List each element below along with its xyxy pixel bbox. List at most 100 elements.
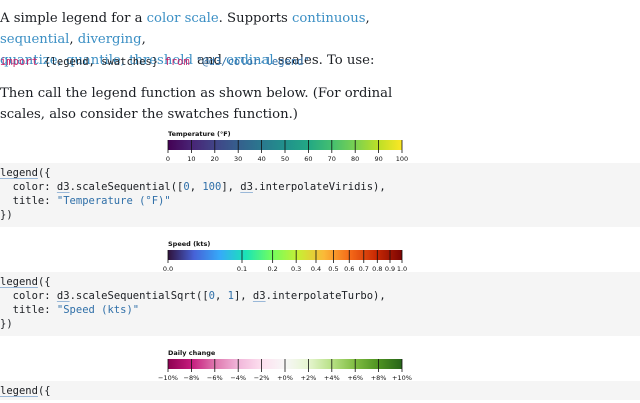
code-token: ({ (37, 385, 51, 397)
link-continuous[interactable]: continuous (291, 11, 366, 26)
code-line: color: d3.scaleSequentialSqrt([0, 1], d3… (0, 289, 640, 303)
code-token: , (214, 290, 228, 302)
code-number: 100 (202, 181, 222, 193)
intro-text: . Supports (218, 11, 292, 26)
code-token: .interpolateViridis), (252, 181, 386, 193)
tick-label: −4% (230, 374, 246, 382)
intro-text: A simple legend for a (0, 11, 147, 26)
tick-label: 10 (187, 155, 195, 163)
code-cell-daily-change: legend({ (0, 381, 640, 400)
legend-title: Daily change (168, 349, 216, 357)
code-token: .scaleSequential([ (69, 181, 184, 193)
import-statement: import {legend, swatches} from "@d3/colo… (0, 56, 310, 68)
d3-link[interactable]: d3 (56, 290, 70, 302)
tick-label: 0.2 (267, 265, 277, 273)
tick-label: 100 (396, 155, 408, 163)
code-token: ({ (37, 276, 51, 288)
code-token: color: (0, 181, 57, 193)
tick-axis: 0.0 0.1 0.2 0.3 0.4 0.5 0.6 0.7 0.8 0.9 1.0 (163, 250, 407, 273)
import-names: {legend, swatches} (37, 56, 165, 68)
code-line: }) (0, 208, 640, 222)
code-cell-speed: legend({ color: d3.scaleSequentialSqrt([… (0, 272, 640, 336)
code-token: }) (0, 209, 13, 221)
tick-axis: 0 10 20 30 40 50 60 70 80 90 100 (166, 140, 408, 163)
legend-title: Speed (kts) (168, 240, 211, 248)
link-quantize-quantile-threshold[interactable]: quantize, quantile, threshold (0, 53, 193, 68)
tick-label: 0.8 (372, 265, 382, 273)
code-number: 0 (183, 181, 190, 193)
code-token: ], (233, 290, 253, 302)
code-token: color: (0, 290, 57, 302)
code-token: ], (221, 181, 241, 193)
code-token: }) (0, 318, 13, 330)
color-ramp (168, 250, 402, 260)
intro-text: , (69, 32, 78, 47)
code-token: .scaleSequentialSqrt([ (69, 290, 209, 302)
code-line: legend({ (0, 275, 640, 289)
tick-label: 70 (328, 155, 336, 163)
d3-link[interactable]: d3 (240, 181, 253, 193)
tick-label: 0.1 (237, 265, 247, 273)
tick-label: 0 (166, 155, 170, 163)
tick-label: 60 (304, 155, 312, 163)
tick-label: +8% (371, 374, 387, 382)
code-number: 1 (227, 290, 234, 302)
tick-label: +10% (392, 374, 412, 382)
tick-label: 0.0 (163, 265, 173, 273)
tick-label: 40 (257, 155, 265, 163)
tick-label: 0.5 (328, 265, 338, 273)
tick-label: −6% (207, 374, 223, 382)
code-token: .interpolateTurbo), (265, 290, 386, 302)
tick-label: 90 (374, 155, 382, 163)
legend-temperature: Temperature (°F) 0 10 20 30 40 50 60 70 80 90 100 (164, 130, 414, 184)
tick-axis: −10% −8% −6% −4% −2% +0% +2% +4% +6% +8% +10% (158, 359, 412, 382)
tick-label: 30 (234, 155, 242, 163)
code-cell-temperature: legend({ color: d3.scaleSequential([0, 1… (0, 163, 640, 227)
code-line: title: "Speed (kts)" (0, 303, 640, 317)
tick-label: +4% (324, 374, 340, 382)
d3-link[interactable]: d3 (252, 290, 266, 302)
d3-link[interactable]: d3 (56, 181, 70, 193)
code-token: ({ (37, 167, 51, 179)
legend-call[interactable]: legend (0, 167, 38, 179)
tick-label: −10% (158, 374, 178, 382)
code-token: title: (0, 195, 57, 207)
tick-label: 1.0 (397, 265, 407, 273)
code-line: legend({ (0, 166, 640, 180)
ramp-fill (168, 250, 402, 260)
tick-label: 0.3 (291, 265, 301, 273)
code-line: }) (0, 317, 640, 331)
code-line: title: "Temperature (°F)" (0, 194, 640, 208)
usage-paragraph: Then call the legend function as shown b… (0, 86, 393, 122)
code-token: title: (0, 304, 57, 316)
link-diverging[interactable]: diverging (77, 32, 142, 47)
code-number: 0 (208, 290, 215, 302)
tick-label: 80 (351, 155, 359, 163)
tick-label: 0.6 (344, 265, 354, 273)
tick-label: 50 (281, 155, 289, 163)
tick-label: +0% (277, 374, 293, 382)
tick-label: 0.7 (359, 265, 369, 273)
intro-text: , (141, 32, 146, 47)
intro-text: scales. To use: (273, 53, 375, 68)
link-sequential[interactable]: sequential (0, 32, 70, 47)
code-line: color: d3.scaleSequential([0, 100], d3.i… (0, 180, 640, 194)
link-color-scale[interactable]: color scale (146, 11, 219, 26)
tick-label: −8% (184, 374, 200, 382)
code-line: legend({ (0, 384, 640, 398)
tick-label: 0.9 (385, 265, 395, 273)
legend-call[interactable]: legend (0, 385, 38, 397)
legend-call[interactable]: legend (0, 276, 38, 288)
intro-paragraph: A simple legend for a color scale. Suppo… (0, 8, 440, 71)
intro-text: , (365, 11, 370, 26)
intro-text: and (192, 53, 227, 68)
code-string: "Speed (kts)" (56, 304, 140, 316)
tick-label: −2% (254, 374, 270, 382)
legend-daily-change: Daily change −10% −8% −6% −4% −2% +0% +2% +4% +6… (158, 349, 414, 403)
tick-label: +2% (301, 374, 317, 382)
code-token: , (189, 181, 203, 193)
keyword-import: import (0, 56, 38, 68)
import-module: "@d3/color-legend" (196, 56, 310, 68)
tick-label: +6% (347, 374, 363, 382)
link-ordinal[interactable]: ordinal (226, 53, 274, 68)
